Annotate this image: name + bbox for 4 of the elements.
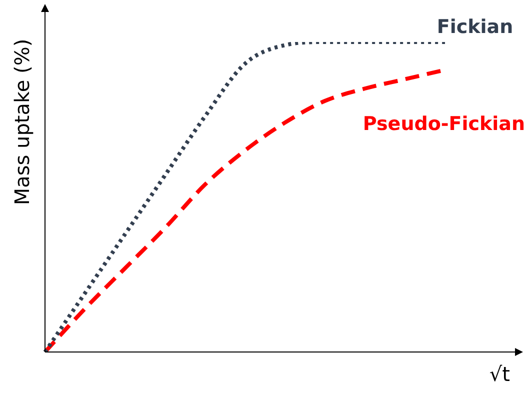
series-label: Fickian bbox=[436, 16, 514, 38]
y-axis-title: Mass uptake (%) bbox=[10, 38, 34, 206]
series-label: Pseudo-Fickian bbox=[362, 112, 526, 135]
x-axis-title: √t bbox=[489, 362, 510, 386]
